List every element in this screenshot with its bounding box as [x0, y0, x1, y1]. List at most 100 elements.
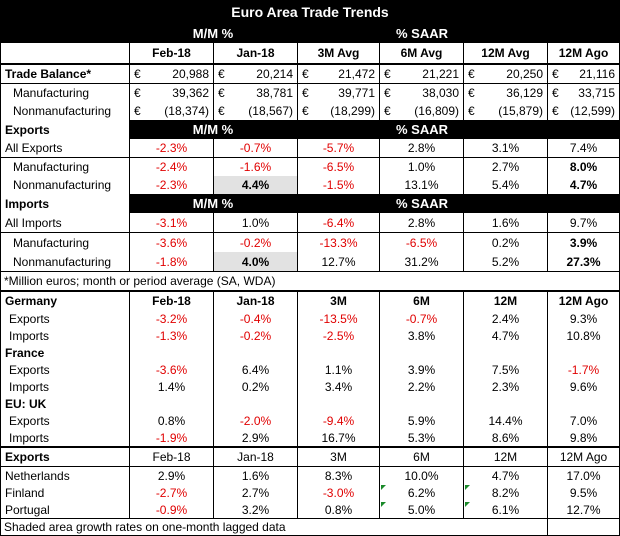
table-cell: 1.0% — [213, 213, 297, 232]
table-cell: -1.6% — [213, 158, 297, 176]
table-row: Imports -1.9% 2.9% 16.7% 5.3% 8.6% 9.8% — [1, 429, 619, 446]
table-cell: €20,250 — [463, 65, 547, 83]
table-cell — [547, 23, 619, 43]
table-cell: 2.2% — [379, 378, 463, 395]
table-cell — [213, 344, 297, 361]
table-cell: €39,771 — [297, 84, 379, 102]
table-cell: -2.7% — [129, 484, 213, 501]
currency-symbol: € — [552, 67, 559, 81]
table-cell: -3.6% — [129, 361, 213, 378]
table-cell: 2.8% — [379, 139, 463, 157]
table-cell: -0.2% — [213, 233, 297, 252]
table-cell: 9.6% — [547, 378, 619, 395]
row-label: All Imports — [5, 215, 62, 230]
table-cell: -3.0% — [297, 484, 379, 501]
table-cell — [463, 344, 547, 361]
currency-symbol: € — [552, 104, 559, 118]
table-cell: 7.0% — [547, 412, 619, 429]
table-cell: -0.2% — [213, 327, 297, 344]
table-cell: 2.3% — [463, 378, 547, 395]
row-label: Nonmanufacturing — [13, 254, 112, 269]
table-cell: €21,472 — [297, 65, 379, 83]
table-cell: -1.7% — [547, 361, 619, 378]
table-cell: -1.9% — [129, 429, 213, 446]
table-cell: 17.0% — [547, 467, 619, 484]
divider — [1, 63, 619, 65]
footnote-row: *Million euros; month or period average … — [1, 272, 619, 290]
table-cell: 9.8% — [547, 429, 619, 446]
table-cell: 8.6% — [463, 429, 547, 446]
table-cell: % SAAR — [297, 194, 547, 213]
country-header-germany: Germany Feb-18 Jan-18 3M 6M 12M 12M Ago — [1, 292, 619, 310]
cell-value: (15,879) — [498, 104, 543, 118]
table-cell: 1.6% — [213, 467, 297, 484]
table-cell: -0.7% — [213, 139, 297, 157]
table-cell: -3.2% — [129, 310, 213, 327]
table-cell: 5.4% — [463, 176, 547, 194]
table-cell: 0.2% — [213, 378, 297, 395]
table-cell: 5.9% — [379, 412, 463, 429]
col-header: 12M Ago — [547, 43, 619, 63]
table-cell: -9.4% — [297, 412, 379, 429]
table-cell: -3.1% — [129, 213, 213, 232]
table-cell: 3.8% — [379, 327, 463, 344]
table-cell: €21,221 — [379, 65, 463, 83]
column-header-row: Feb-18 Jan-18 3M Avg 6M Avg 12M Avg 12M … — [1, 43, 619, 63]
table-cell: Jan-18 — [213, 448, 297, 466]
divider — [1, 446, 619, 448]
row-label: Nonmanufacturing — [13, 104, 112, 118]
section-header-exports: Exports M/M % % SAAR — [1, 120, 619, 139]
row-label: Manufacturing — [13, 235, 90, 250]
cell-value: 21,116 — [579, 67, 615, 81]
table-cell: 6M — [379, 292, 463, 310]
currency-symbol: € — [384, 67, 391, 81]
table-cell: -2.4% — [129, 158, 213, 176]
table-cell: 8.0% — [547, 158, 619, 176]
table-cell: € (16,809) — [379, 102, 463, 120]
row-label: Trade Balance* — [5, 67, 92, 81]
table-cell: 14.4% — [463, 412, 547, 429]
table-cell: 10.0% — [379, 467, 463, 484]
currency-symbol: € — [302, 86, 309, 100]
table-row: Manufacturing -3.6% -0.2% -13.3% -6.5% 0… — [1, 233, 619, 252]
row-label: Exports — [9, 362, 50, 377]
table-title: Euro Area Trade Trends — [1, 1, 619, 23]
country-exports-header: Exports Feb-18 Jan-18 3M 6M 12M 12M Ago — [1, 448, 619, 466]
row-label: Imports — [1, 194, 129, 213]
table-cell: 3.9% — [547, 233, 619, 252]
country-header-france: France — [1, 344, 619, 361]
cell-value: 21,221 — [422, 67, 459, 81]
currency-symbol: € — [552, 86, 559, 100]
table-cell: 0.8% — [129, 412, 213, 429]
table-cell: 10.8% — [547, 327, 619, 344]
currency-symbol: € — [468, 67, 475, 81]
table-cell: 6.4% — [213, 361, 297, 378]
table-cell: -1.5% — [297, 176, 379, 194]
table-cell: Jan-18 — [213, 292, 297, 310]
table-cell: -2.5% — [297, 327, 379, 344]
table-row: Netherlands 2.9% 1.6% 8.3% 10.0% 4.7% 17… — [1, 467, 619, 484]
table-cell: -2.3% — [129, 139, 213, 157]
divider — [1, 518, 619, 519]
table-cell: 2.4% — [463, 310, 547, 327]
table-cell: -3.6% — [129, 233, 213, 252]
table-cell: 12M — [463, 448, 547, 466]
table-cell: -6.5% — [379, 233, 463, 252]
cell-value: 39,771 — [338, 86, 375, 100]
table-cell: 9.5% — [547, 484, 619, 501]
table-cell: 7.5% — [463, 361, 547, 378]
table-cell: 12M Ago — [547, 292, 619, 310]
table-cell: 3M — [297, 292, 379, 310]
currency-symbol: € — [302, 67, 309, 81]
shading-note-row: Shaded area growth rates on one-month la… — [1, 519, 619, 535]
row-label: All Exports — [5, 141, 63, 155]
table-cell: €33,715 — [547, 84, 619, 102]
table-cell: 2.7% — [463, 158, 547, 176]
table-cell: € (18,567) — [213, 102, 297, 120]
table-cell: -1.8% — [129, 252, 213, 271]
table-cell: 27.3% — [547, 252, 619, 271]
col-header: 12M Avg — [463, 43, 547, 63]
table-cell: 12.7% — [547, 501, 619, 518]
table-cell: 12.7% — [297, 252, 379, 271]
table-cell — [213, 395, 297, 412]
